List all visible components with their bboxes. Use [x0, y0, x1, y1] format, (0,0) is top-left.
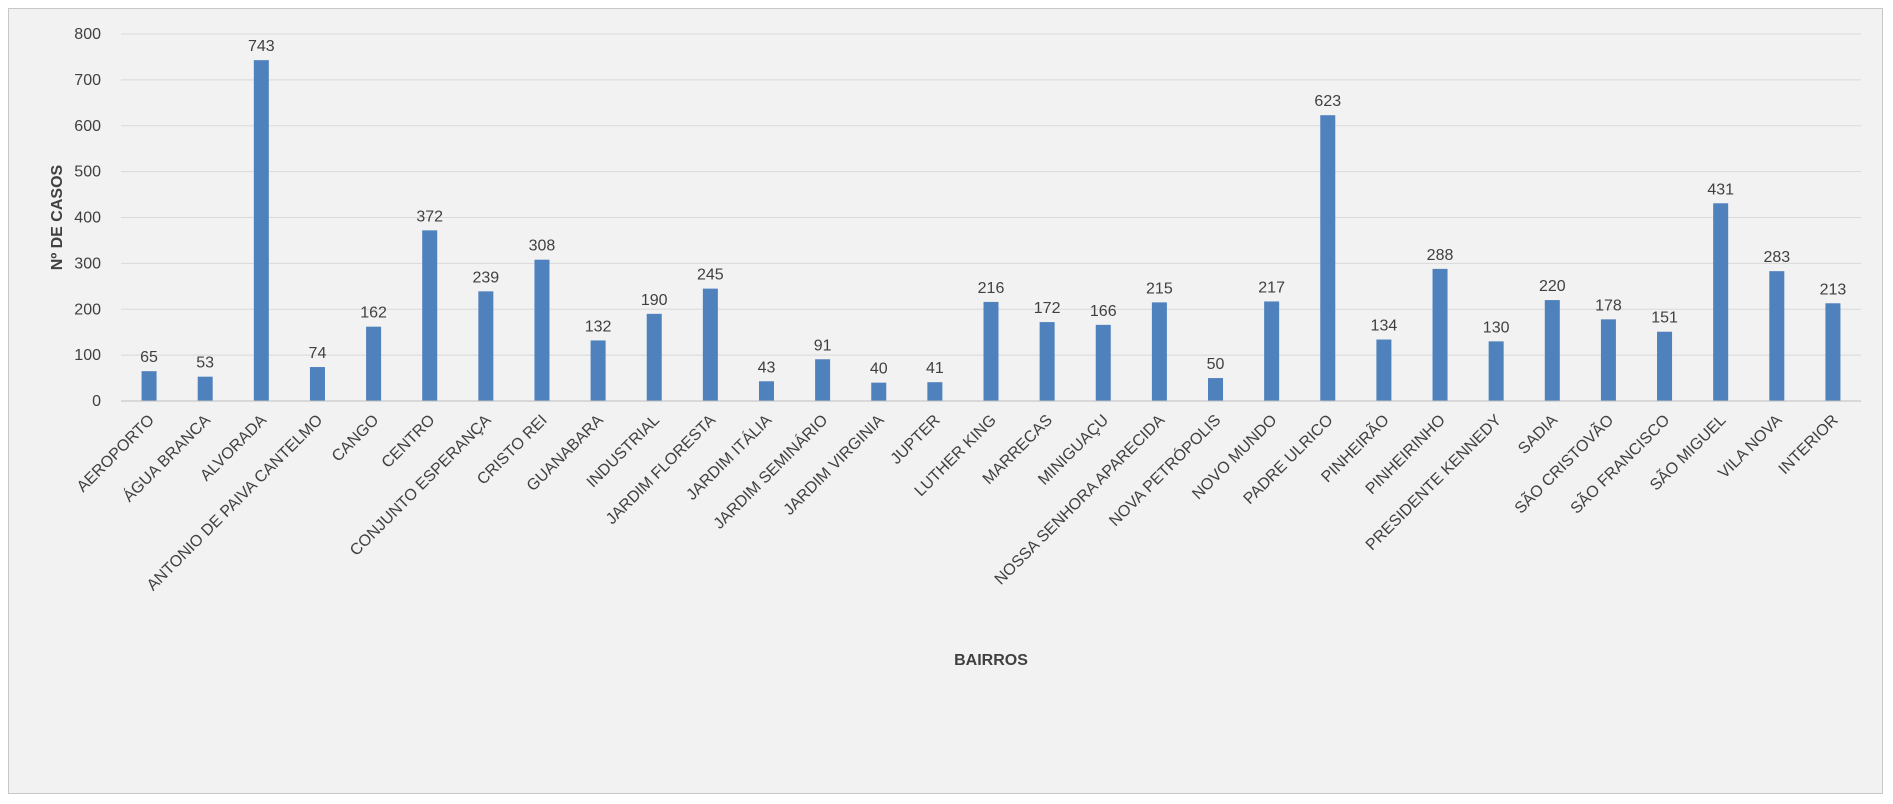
y-tick-label: 500: [74, 164, 101, 181]
bar: [197, 376, 213, 401]
data-label: 623: [1314, 93, 1341, 110]
x-tick-label: NOVA PETRÓPOLIS: [1105, 410, 1224, 529]
bars: [141, 60, 1841, 402]
bar: [1208, 378, 1224, 401]
x-tick-label: JARDIM VIRGINIA: [781, 412, 888, 519]
bar: [1320, 115, 1336, 401]
bar: [534, 259, 550, 401]
y-tick-label: 200: [74, 301, 101, 318]
y-tick-label: 100: [74, 347, 101, 364]
bar: [422, 230, 438, 401]
data-label: 41: [926, 360, 944, 377]
data-label: 50: [1207, 356, 1225, 373]
y-tick-label: 600: [74, 118, 101, 135]
x-tick-label: SADIA: [1515, 412, 1561, 458]
data-label: 245: [697, 267, 724, 284]
bar: [253, 60, 269, 402]
bar-chart: 0 100 200 300 400 500 600 700 800 65 53 743 74 162 37…: [49, 26, 1861, 669]
data-label: 220: [1539, 278, 1566, 295]
data-label: 239: [472, 269, 499, 286]
bar: [646, 313, 662, 401]
data-label: 43: [758, 359, 776, 376]
bar: [815, 359, 831, 401]
data-label: 215: [1146, 280, 1173, 297]
data-label: 130: [1483, 319, 1510, 336]
x-axis-title: BAIRROS: [954, 652, 1028, 669]
data-label: 743: [248, 38, 275, 55]
data-label: 172: [1034, 300, 1061, 317]
bar: [366, 326, 382, 401]
data-label: 178: [1595, 297, 1622, 314]
data-label: 288: [1427, 247, 1454, 264]
data-label: 134: [1371, 318, 1398, 335]
x-tick-label: SÃO FRANCISCO: [1566, 410, 1674, 518]
data-label: 217: [1258, 279, 1285, 296]
x-tick-label: CANGO: [329, 412, 383, 466]
data-label: 40: [870, 361, 888, 378]
bar: [1769, 271, 1785, 401]
bar: [1264, 301, 1280, 401]
x-tick-label: JARDIM FLORESTA: [603, 412, 719, 528]
bar: [1600, 319, 1616, 401]
y-tick-label: 0: [92, 393, 101, 410]
bar: [702, 288, 718, 401]
data-label: 91: [814, 337, 832, 354]
y-tick-label: 800: [74, 26, 101, 43]
bar: [478, 291, 494, 401]
bar: [141, 371, 157, 401]
bar: [983, 301, 999, 401]
data-label: 190: [641, 292, 668, 309]
y-tick-label: 300: [74, 255, 101, 272]
data-label: 65: [140, 349, 158, 366]
bar: [1376, 339, 1392, 401]
y-axis-ticks: 0 100 200 300 400 500 600 700 800: [74, 26, 101, 410]
bar: [1432, 268, 1448, 401]
bar: [927, 382, 943, 401]
chart-area: 0 100 200 300 400 500 600 700 800 65 53 743 74 162 37…: [8, 8, 1883, 794]
x-tick-label: CENTRO: [379, 412, 439, 472]
bar: [309, 367, 325, 401]
data-label: 53: [196, 355, 214, 372]
data-label: 283: [1763, 249, 1790, 266]
bar: [1039, 322, 1055, 401]
bar: [1825, 303, 1841, 401]
data-label: 372: [416, 208, 443, 225]
data-label: 151: [1651, 310, 1678, 327]
bar: [590, 340, 606, 401]
gridlines: [121, 33, 1861, 356]
data-label: 132: [585, 318, 612, 335]
data-label: 162: [360, 305, 387, 322]
data-label: 308: [529, 238, 556, 255]
bar: [1544, 300, 1560, 401]
data-label: 431: [1707, 181, 1734, 198]
y-tick-label: 700: [74, 72, 101, 89]
bar: [1151, 302, 1167, 401]
bar: [871, 382, 887, 401]
bar: [1713, 203, 1729, 401]
x-tick-label: JUPTER: [888, 412, 944, 468]
x-tick-label: INTERIOR: [1776, 412, 1842, 478]
data-label: 213: [1820, 281, 1847, 298]
x-tick-label: SÃO CRISTOVÃO: [1510, 410, 1618, 518]
bar: [758, 381, 774, 401]
data-label: 74: [309, 345, 327, 362]
bar: [1657, 331, 1673, 401]
data-label: 166: [1090, 303, 1117, 320]
bar: [1488, 341, 1504, 401]
data-label: 216: [978, 280, 1005, 297]
y-tick-label: 400: [74, 210, 101, 227]
bar: [1095, 324, 1111, 401]
y-axis-title: Nº DE CASOS: [49, 164, 66, 270]
data-labels: 65 53 743 74 162 372 239 308 132 190 245 43 91 40 41 21…: [140, 38, 1846, 378]
